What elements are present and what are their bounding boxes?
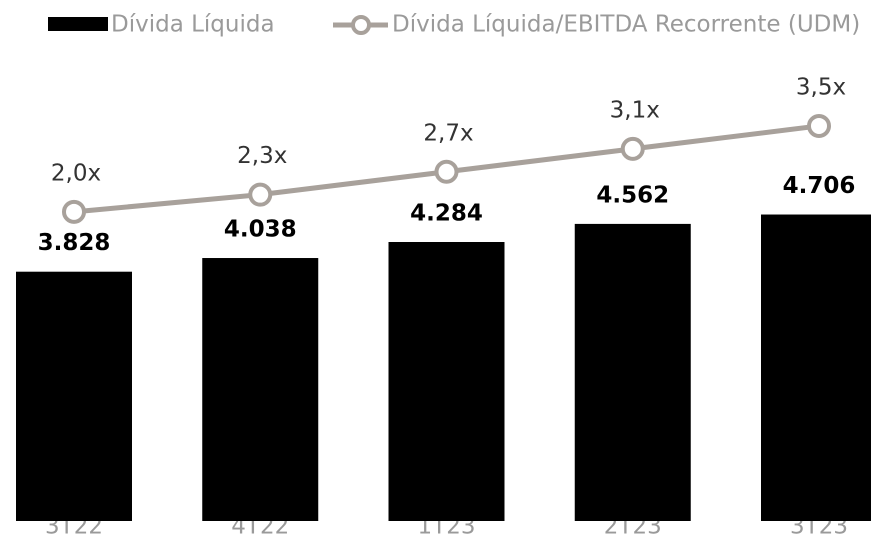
line-marker <box>807 113 831 138</box>
line-label: 2,3x <box>237 143 287 169</box>
bar <box>202 258 319 521</box>
bar-label: 4.706 <box>783 173 856 199</box>
line-marker <box>248 182 273 207</box>
line-label: 3,5x <box>796 74 846 100</box>
line-label: 3,1x <box>610 97 660 123</box>
line-label: 2,0x <box>51 160 101 186</box>
line-marker <box>434 159 459 184</box>
bar <box>761 214 871 522</box>
line-marker <box>620 136 645 161</box>
bar-label: 3.828 <box>38 230 111 256</box>
legend-swatch <box>48 17 108 31</box>
line-label: 2,7x <box>423 120 473 146</box>
bar <box>388 242 505 521</box>
line-marker <box>62 199 86 224</box>
bar <box>574 223 691 521</box>
bar-label: 4.038 <box>224 217 297 243</box>
bar-label: 4.284 <box>410 201 483 227</box>
legend-label: Dívida Líquida/EBITDA Recorrente (UDM) <box>392 12 860 38</box>
bar-label: 4.562 <box>596 182 669 208</box>
legend-label: Dívida Líquida <box>111 12 275 38</box>
bar <box>16 271 132 521</box>
legend-marker <box>351 15 371 35</box>
